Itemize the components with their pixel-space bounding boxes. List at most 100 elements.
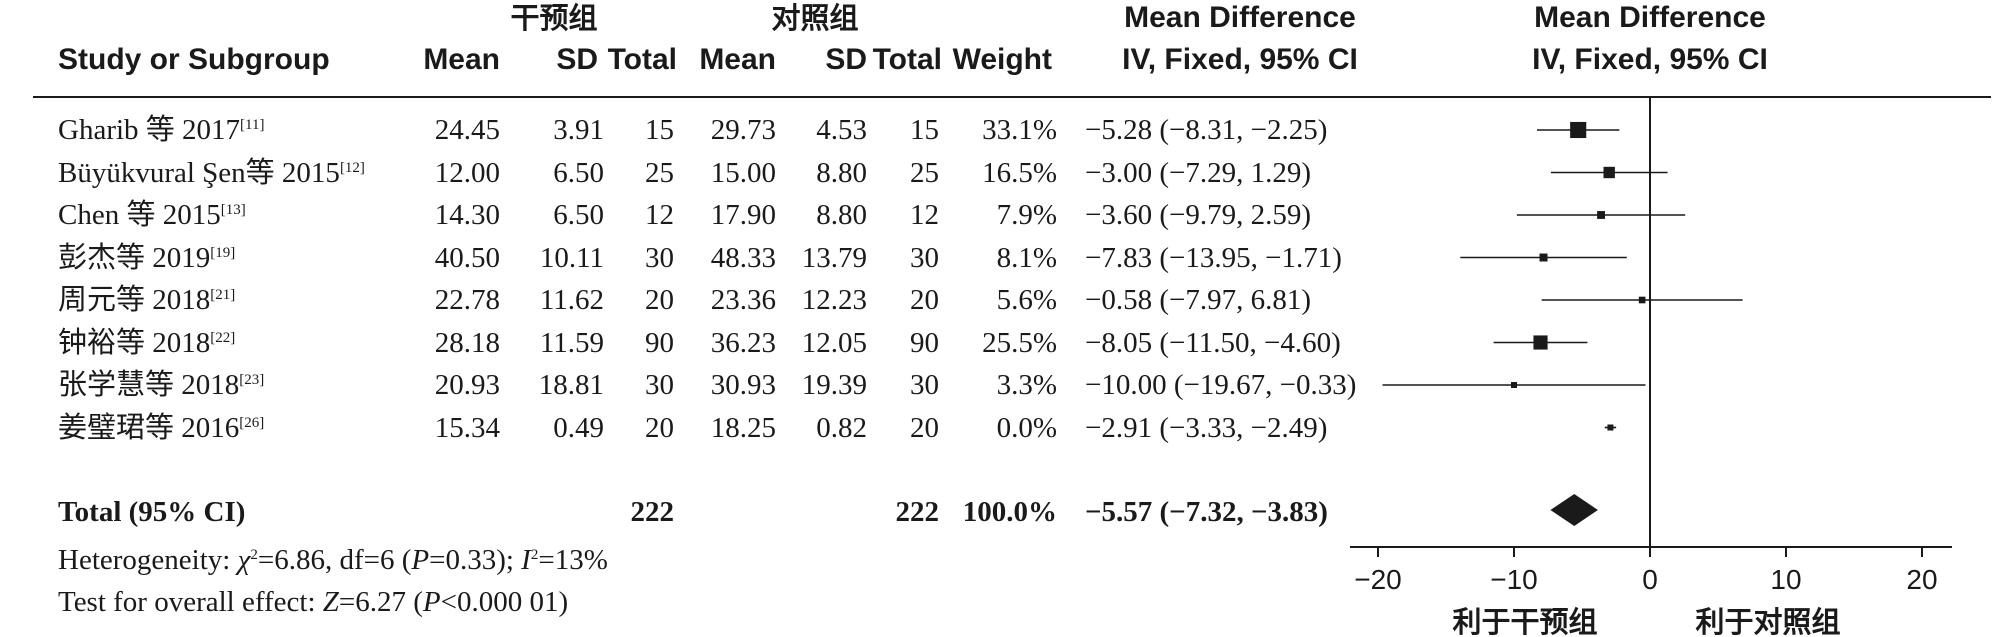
study-label: 张学慧等 2018[23]	[58, 369, 265, 401]
sd2-cell: 12.05	[801, 326, 867, 359]
sd2-cell: 0.82	[816, 411, 867, 444]
study-label: 周元等 2018[21]	[58, 284, 236, 316]
sd2-cell: 8.80	[816, 156, 867, 189]
ci-cell: −0.58 (−7.97, 6.81)	[1085, 284, 1312, 316]
n1-cell: 30	[645, 241, 674, 274]
md-method-header: IV, Fixed, 95% CI	[1122, 43, 1358, 76]
n1-cell: 15	[645, 114, 674, 146]
ci-cell: −3.60 (−9.79, 2.59)	[1085, 199, 1312, 231]
x-tick-label: 0	[1642, 564, 1658, 595]
study-label: Gharib 等 2017[11]	[58, 114, 265, 146]
n2-cell: 12	[910, 199, 939, 231]
favours-left-label: 利于干预组	[1452, 605, 1597, 637]
total-weight: 100.0%	[962, 496, 1057, 528]
reference-marker: [26]	[239, 414, 265, 431]
weight-cell: 33.1%	[982, 114, 1057, 146]
mean1-cell: 28.18	[434, 326, 500, 359]
study-label: 钟裕等 2018[22]	[58, 326, 236, 359]
pooled-diamond	[1550, 494, 1598, 526]
sd1-cell: 18.81	[538, 369, 604, 401]
reference-marker: [23]	[239, 372, 265, 388]
study-label: Chen 等 2015[13]	[58, 199, 246, 231]
sd1-header: SD	[556, 43, 598, 76]
sd2-cell: 8.80	[816, 199, 867, 231]
weight-cell: 16.5%	[982, 156, 1057, 189]
total-n2: 222	[895, 496, 940, 528]
effect-square	[1603, 166, 1615, 179]
weight-cell: 5.6%	[996, 284, 1057, 316]
n1-cell: 20	[645, 284, 674, 316]
mean1-cell: 22.78	[434, 284, 500, 316]
n1-cell: 12	[645, 199, 674, 231]
sd2-cell: 19.39	[801, 369, 867, 401]
plot-method-header: IV, Fixed, 95% CI	[1532, 43, 1768, 76]
n1-cell: 25	[645, 156, 674, 189]
total-ci: −5.57 (−7.32, −3.83)	[1085, 496, 1328, 528]
group2-header: 对照组	[771, 1, 859, 35]
n2-cell: 30	[910, 241, 939, 274]
total2-header: Total	[872, 43, 942, 76]
mean1-header: Mean	[423, 43, 500, 76]
reference-marker: [13]	[220, 202, 246, 218]
x-tick-label: 20	[1906, 564, 1937, 595]
mean1-cell: 14.30	[434, 199, 500, 231]
mean2-cell: 23.36	[710, 284, 776, 316]
mean2-cell: 30.93	[710, 369, 776, 401]
effect-square	[1597, 211, 1605, 219]
effect-square	[1533, 335, 1548, 350]
mean1-cell: 15.34	[434, 411, 500, 444]
n2-cell: 20	[910, 284, 939, 316]
effect-square	[1570, 121, 1587, 139]
ci-cell: −7.83 (−13.95, −1.71)	[1085, 241, 1342, 274]
md-column-title: Mean Difference	[1124, 1, 1356, 34]
sd2-header: SD	[825, 43, 867, 76]
reference-marker: [11]	[240, 117, 265, 133]
mean2-cell: 36.23	[710, 326, 776, 359]
x-tick-label: 10	[1770, 564, 1801, 595]
n2-cell: 30	[910, 369, 939, 401]
header-divider	[33, 96, 1991, 98]
n2-cell: 90	[910, 326, 939, 359]
total1-header: Total	[607, 43, 677, 76]
mean2-header: Mean	[699, 43, 776, 76]
sd2-cell: 12.23	[801, 284, 867, 316]
n2-cell: 25	[910, 156, 939, 189]
weight-cell: 25.5%	[982, 326, 1057, 359]
sd2-cell: 4.53	[816, 114, 867, 146]
overall-effect-text: Test for overall effect: Z=6.27 (P<0.000…	[58, 586, 569, 618]
ci-cell: −2.91 (−3.33, −2.49)	[1085, 411, 1328, 444]
ci-cell: −3.00 (−7.29, 1.29)	[1085, 156, 1312, 189]
mean1-cell: 20.93	[434, 369, 500, 401]
plot-title: Mean Difference	[1534, 1, 1766, 34]
study-label: 姜璧珺等 2016[26]	[58, 411, 265, 444]
n2-cell: 15	[910, 114, 939, 146]
x-tick-label: −20	[1354, 564, 1402, 595]
effect-square	[1607, 424, 1614, 431]
ci-cell: −10.00 (−19.67, −0.33)	[1085, 369, 1357, 401]
sd1-cell: 6.50	[553, 199, 604, 231]
ci-cell: −5.28 (−8.31, −2.25)	[1085, 114, 1328, 146]
sd1-cell: 6.50	[553, 156, 604, 189]
x-tick-label: −10	[1490, 564, 1538, 595]
weight-header: Weight	[952, 43, 1052, 76]
effect-square	[1511, 382, 1517, 388]
ci-cell: −8.05 (−11.50, −4.60)	[1085, 326, 1341, 359]
weight-cell: 3.3%	[996, 369, 1057, 401]
mean2-cell: 17.90	[710, 199, 776, 231]
effect-square	[1539, 253, 1548, 262]
n1-cell: 20	[645, 411, 674, 444]
sd1-cell: 10.11	[539, 241, 604, 274]
total-n1: 222	[630, 496, 675, 528]
reference-marker: [22]	[210, 329, 236, 346]
reference-marker: [19]	[210, 244, 236, 261]
effect-square	[1638, 296, 1646, 304]
sd1-cell: 11.62	[539, 284, 604, 316]
study-label: 彭杰等 2019[19]	[58, 241, 236, 274]
total-label: Total (95% CI)	[58, 496, 246, 528]
sd2-cell: 13.79	[801, 241, 867, 274]
sd1-cell: 11.59	[539, 326, 604, 359]
sd1-cell: 3.91	[553, 114, 604, 146]
weight-cell: 0.0%	[996, 411, 1057, 444]
favours-right-label: 利于对照组	[1695, 605, 1840, 637]
reference-marker: [12]	[339, 159, 365, 176]
